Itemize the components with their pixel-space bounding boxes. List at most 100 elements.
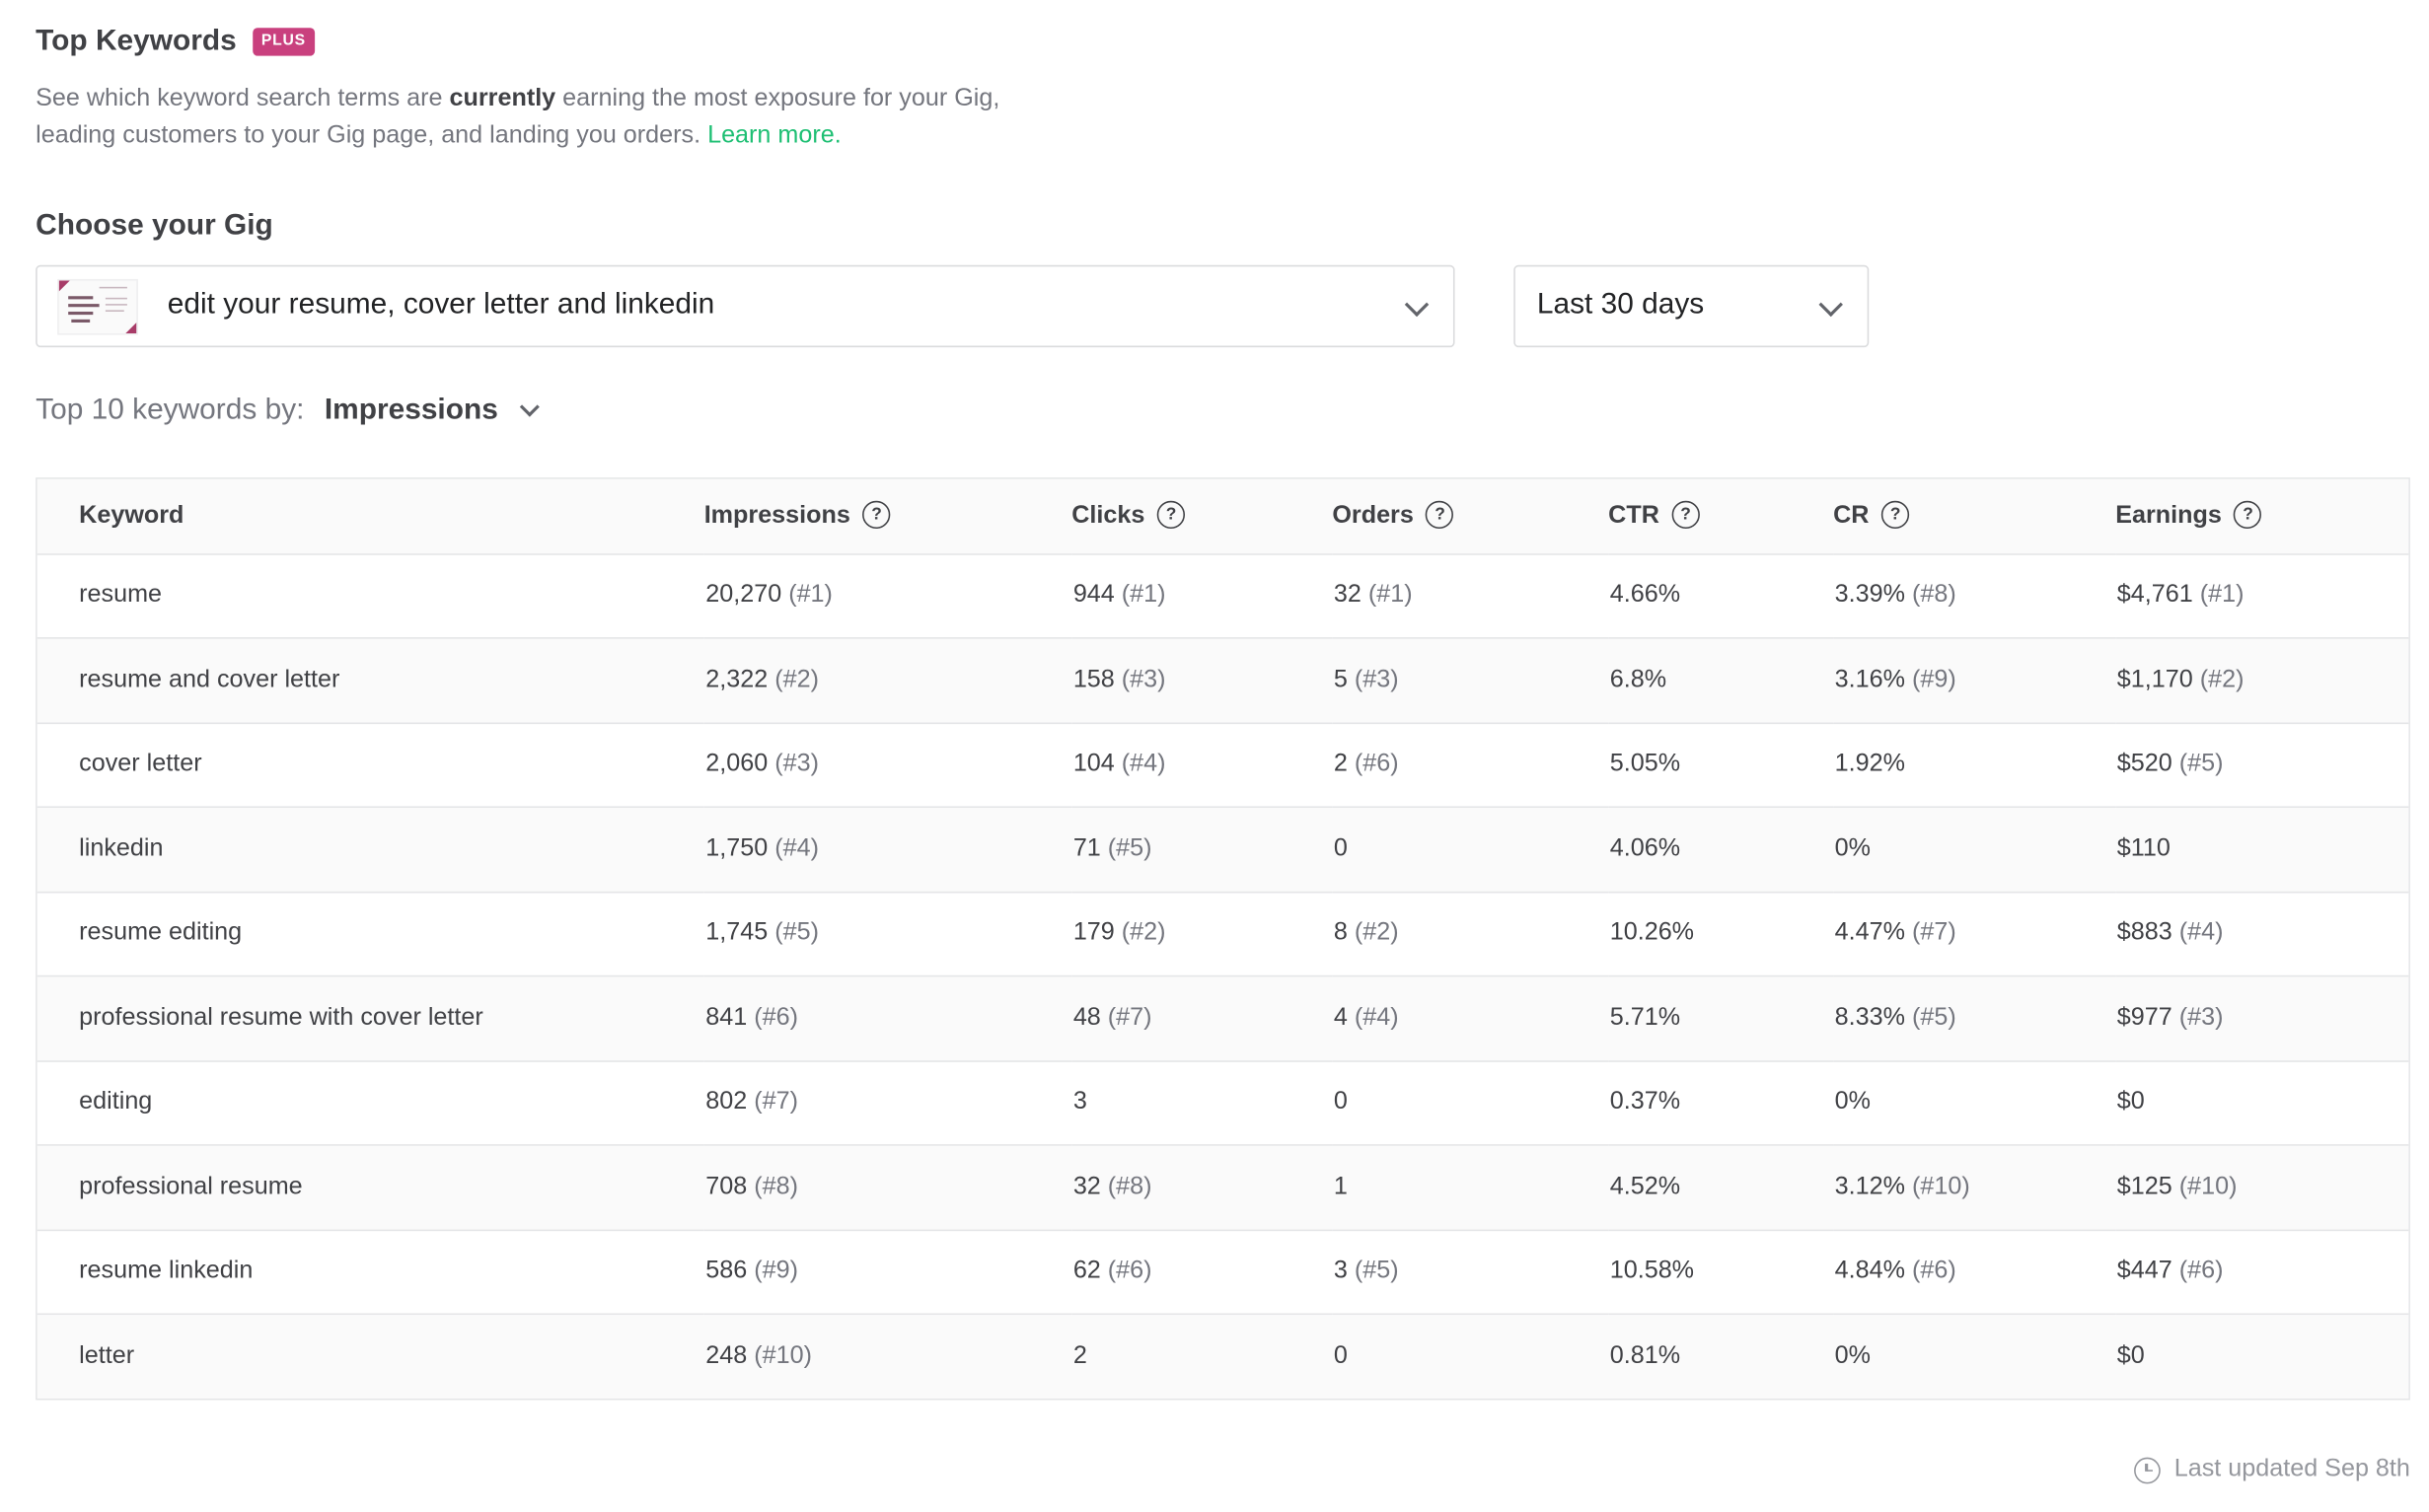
rank-badge: (#4) xyxy=(2178,919,2224,947)
choose-gig-label: Choose your Gig xyxy=(36,209,273,243)
cell-value: 20,270 xyxy=(705,581,782,609)
cell-impressions: 802 (#7) xyxy=(703,1060,1072,1146)
cell-cr: 8.33% (#5) xyxy=(1833,975,2116,1062)
cell-value: professional resume with cover letter xyxy=(79,1004,483,1031)
rank-badge: (#3) xyxy=(2178,1004,2224,1031)
title-row: Top Keywords PLUS xyxy=(36,25,316,59)
cell-ctr: 4.66% xyxy=(1608,553,1834,639)
help-icon[interactable]: ? xyxy=(2234,500,2262,529)
cell-value: $447 xyxy=(2116,1258,2172,1285)
cell-impressions: 708 (#8) xyxy=(703,1144,1072,1231)
thumbnail-line xyxy=(105,304,127,306)
chevron-down-icon xyxy=(520,396,541,417)
thumbnail-line xyxy=(71,319,91,323)
cell-value: cover letter xyxy=(79,751,202,777)
table-row: resume and cover letter 2,322 (#2) 158 (#3… xyxy=(37,637,2409,724)
cell-value: 3.39% xyxy=(1834,581,1906,609)
table-row: professional resume 708 (#8) 32 (#8) 1 4.52%… xyxy=(37,1144,2409,1231)
cell-value: 10.58% xyxy=(1609,1258,1695,1285)
cell-keyword: resume and cover letter xyxy=(37,637,704,724)
cell-value: resume linkedin xyxy=(79,1258,254,1285)
cell-earnings: $0 xyxy=(2115,1060,2409,1146)
learn-more-link[interactable]: Learn more. xyxy=(707,122,842,149)
thumbnail-line xyxy=(105,310,124,312)
last-updated-text: Last updated Sep 8th xyxy=(2173,1456,2410,1482)
rank-badge: (#2) xyxy=(1121,919,1166,947)
cell-value: linkedin xyxy=(79,834,164,862)
rank-badge: (#5) xyxy=(1354,1258,1399,1285)
cell-earnings: $125 (#10) xyxy=(2115,1144,2409,1231)
cell-value: 3.12% xyxy=(1834,1173,1906,1200)
help-icon[interactable]: ? xyxy=(1881,500,1910,529)
rank-badge: (#5) xyxy=(1912,1004,1956,1031)
table-row: cover letter 2,060 (#3) 104 (#4) 2 (#6) 5.05… xyxy=(37,722,2409,809)
chevron-down-icon xyxy=(1404,292,1430,318)
cell-ctr: 5.05% xyxy=(1608,722,1834,809)
cell-keyword: resume editing xyxy=(37,891,704,977)
column-header-clicks: Clicks? xyxy=(1071,478,1333,554)
help-icon[interactable]: ? xyxy=(1671,500,1700,529)
column-header-ctr: CTR? xyxy=(1608,478,1834,554)
cell-value: 0 xyxy=(1333,1342,1348,1370)
rank-badge: (#5) xyxy=(1107,834,1152,862)
gig-dropdown[interactable]: edit your resume, cover letter and linke… xyxy=(36,264,1455,348)
rank-badge: (#6) xyxy=(754,1004,798,1031)
cell-clicks: 104 (#4) xyxy=(1071,722,1333,809)
cell-ctr: 5.71% xyxy=(1608,975,1834,1062)
rank-badge: (#2) xyxy=(1354,919,1399,947)
cell-impressions: 586 (#9) xyxy=(703,1229,1072,1316)
cell-orders: 3 (#5) xyxy=(1332,1229,1609,1316)
cell-value: $0 xyxy=(2116,1342,2145,1370)
cell-ctr: 0.37% xyxy=(1608,1060,1834,1146)
cell-value: 32 xyxy=(1072,1173,1101,1200)
cell-value: 2 xyxy=(1072,1342,1087,1370)
cell-value: 5 xyxy=(1333,666,1348,693)
sort-control: Top 10 keywords by: Impressions xyxy=(36,394,542,428)
rank-badge: (#5) xyxy=(2178,751,2224,777)
cell-keyword: linkedin xyxy=(37,807,704,893)
cell-value: resume xyxy=(79,581,163,609)
rank-badge: (#8) xyxy=(1912,581,1956,609)
table-row: resume 20,270 (#1) 944 (#1) 32 (#1) 4.66% 3.3… xyxy=(37,553,2409,639)
column-label: CTR xyxy=(1608,502,1659,529)
thumbnail-line xyxy=(105,297,127,300)
cell-value: 5.71% xyxy=(1609,1004,1681,1031)
rank-badge: (#8) xyxy=(754,1173,798,1200)
cell-keyword: cover letter xyxy=(37,722,704,809)
help-icon[interactable]: ? xyxy=(1426,500,1454,529)
sort-dropdown[interactable]: Impressions xyxy=(324,394,498,427)
cell-value: 0.37% xyxy=(1609,1088,1681,1116)
cell-cr: 0% xyxy=(1833,1060,2116,1146)
cell-orders: 0 xyxy=(1332,807,1609,893)
plus-badge: PLUS xyxy=(252,28,316,56)
cell-value: professional resume xyxy=(79,1173,303,1200)
keywords-table-container: Keyword Impressions? Clicks? Orders? CTR… xyxy=(36,477,2410,1401)
help-icon[interactable]: ? xyxy=(1156,500,1186,529)
cell-keyword: editing xyxy=(37,1060,704,1146)
cell-clicks: 62 (#6) xyxy=(1071,1229,1333,1316)
rank-badge: (#1) xyxy=(2199,581,2245,609)
cell-earnings: $0 xyxy=(2115,1314,2408,1399)
help-icon[interactable]: ? xyxy=(862,500,891,529)
cell-value: 4.66% xyxy=(1609,581,1681,609)
sort-label: Top 10 keywords by: xyxy=(36,394,305,427)
cell-ctr: 4.52% xyxy=(1608,1144,1834,1231)
page-title: Top Keywords xyxy=(36,25,237,58)
cell-orders: 4 (#4) xyxy=(1332,975,1609,1062)
cell-clicks: 3 xyxy=(1071,1060,1333,1146)
column-label: Earnings xyxy=(2115,502,2222,529)
cell-value: 158 xyxy=(1072,666,1115,693)
sort-chevron[interactable] xyxy=(517,396,542,423)
cell-value: 0 xyxy=(1333,1088,1348,1116)
period-dropdown[interactable]: Last 30 days xyxy=(1513,264,1870,348)
column-label: Impressions xyxy=(703,502,850,529)
cell-value: $883 xyxy=(2116,919,2172,947)
rank-badge: (#6) xyxy=(1354,751,1399,777)
rank-badge: (#1) xyxy=(1367,581,1413,609)
cell-cr: 0% xyxy=(1833,807,2116,893)
cell-cr: 3.12% (#10) xyxy=(1833,1144,2116,1231)
cell-earnings: $1,170 (#2) xyxy=(2115,637,2409,724)
cell-value: resume and cover letter xyxy=(79,666,340,693)
